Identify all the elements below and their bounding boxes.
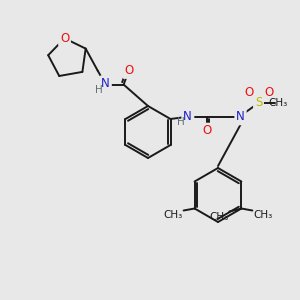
Text: CH₃: CH₃ [268,98,287,108]
Text: O: O [60,32,69,45]
Text: N: N [236,110,245,124]
Text: H: H [177,117,184,127]
Text: O: O [124,64,133,77]
Text: N: N [101,77,110,90]
Text: CH₃: CH₃ [254,209,273,220]
Text: H: H [95,85,103,94]
Text: O: O [244,85,253,98]
Text: O: O [202,124,211,137]
Text: N: N [183,110,192,122]
Text: O: O [264,85,273,98]
Text: CH₃: CH₃ [163,209,182,220]
Text: S: S [255,97,262,110]
Text: CH₃: CH₃ [210,212,229,223]
